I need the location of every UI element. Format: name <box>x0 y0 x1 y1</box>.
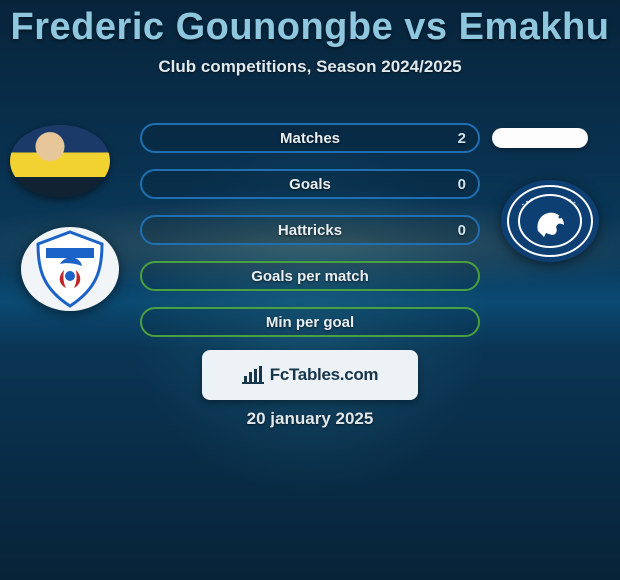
page-subtitle: Club competitions, Season 2024/2025 <box>0 57 620 77</box>
stat-pill: Hattricks 0 <box>140 215 480 245</box>
stats-column: Matches 2 Goals 0 Hattricks 0 Goals per … <box>140 123 480 353</box>
footer-brand-card: FcTables.com <box>202 350 418 400</box>
stat-label: Goals per match <box>251 268 369 285</box>
stat-pill: Min per goal <box>140 307 480 337</box>
player-photo-placeholder <box>10 125 110 197</box>
stat-value: 0 <box>458 176 466 193</box>
bar-chart-icon <box>242 366 264 384</box>
footer-date: 20 january 2025 <box>0 409 620 429</box>
stat-value: 2 <box>458 130 466 147</box>
stat-label: Hattricks <box>278 222 342 239</box>
stat-label: Min per goal <box>266 314 354 331</box>
player-left-avatar <box>10 125 110 197</box>
club-crest-right <box>500 179 600 263</box>
stat-pill: Goals 0 <box>140 169 480 199</box>
page-title: Frederic Gounongbe vs Emakhu <box>0 0 620 49</box>
footer-brand-text: FcTables.com <box>270 365 379 385</box>
stat-pill: Goals per match <box>140 261 480 291</box>
club-crest-left <box>20 226 120 312</box>
player-right-pill <box>492 128 588 148</box>
stat-pill: Matches 2 <box>140 123 480 153</box>
content-root: Frederic Gounongbe vs Emakhu Club compet… <box>0 0 620 77</box>
stat-value: 0 <box>458 222 466 239</box>
stat-label: Matches <box>280 130 340 147</box>
stat-label: Goals <box>289 176 331 193</box>
